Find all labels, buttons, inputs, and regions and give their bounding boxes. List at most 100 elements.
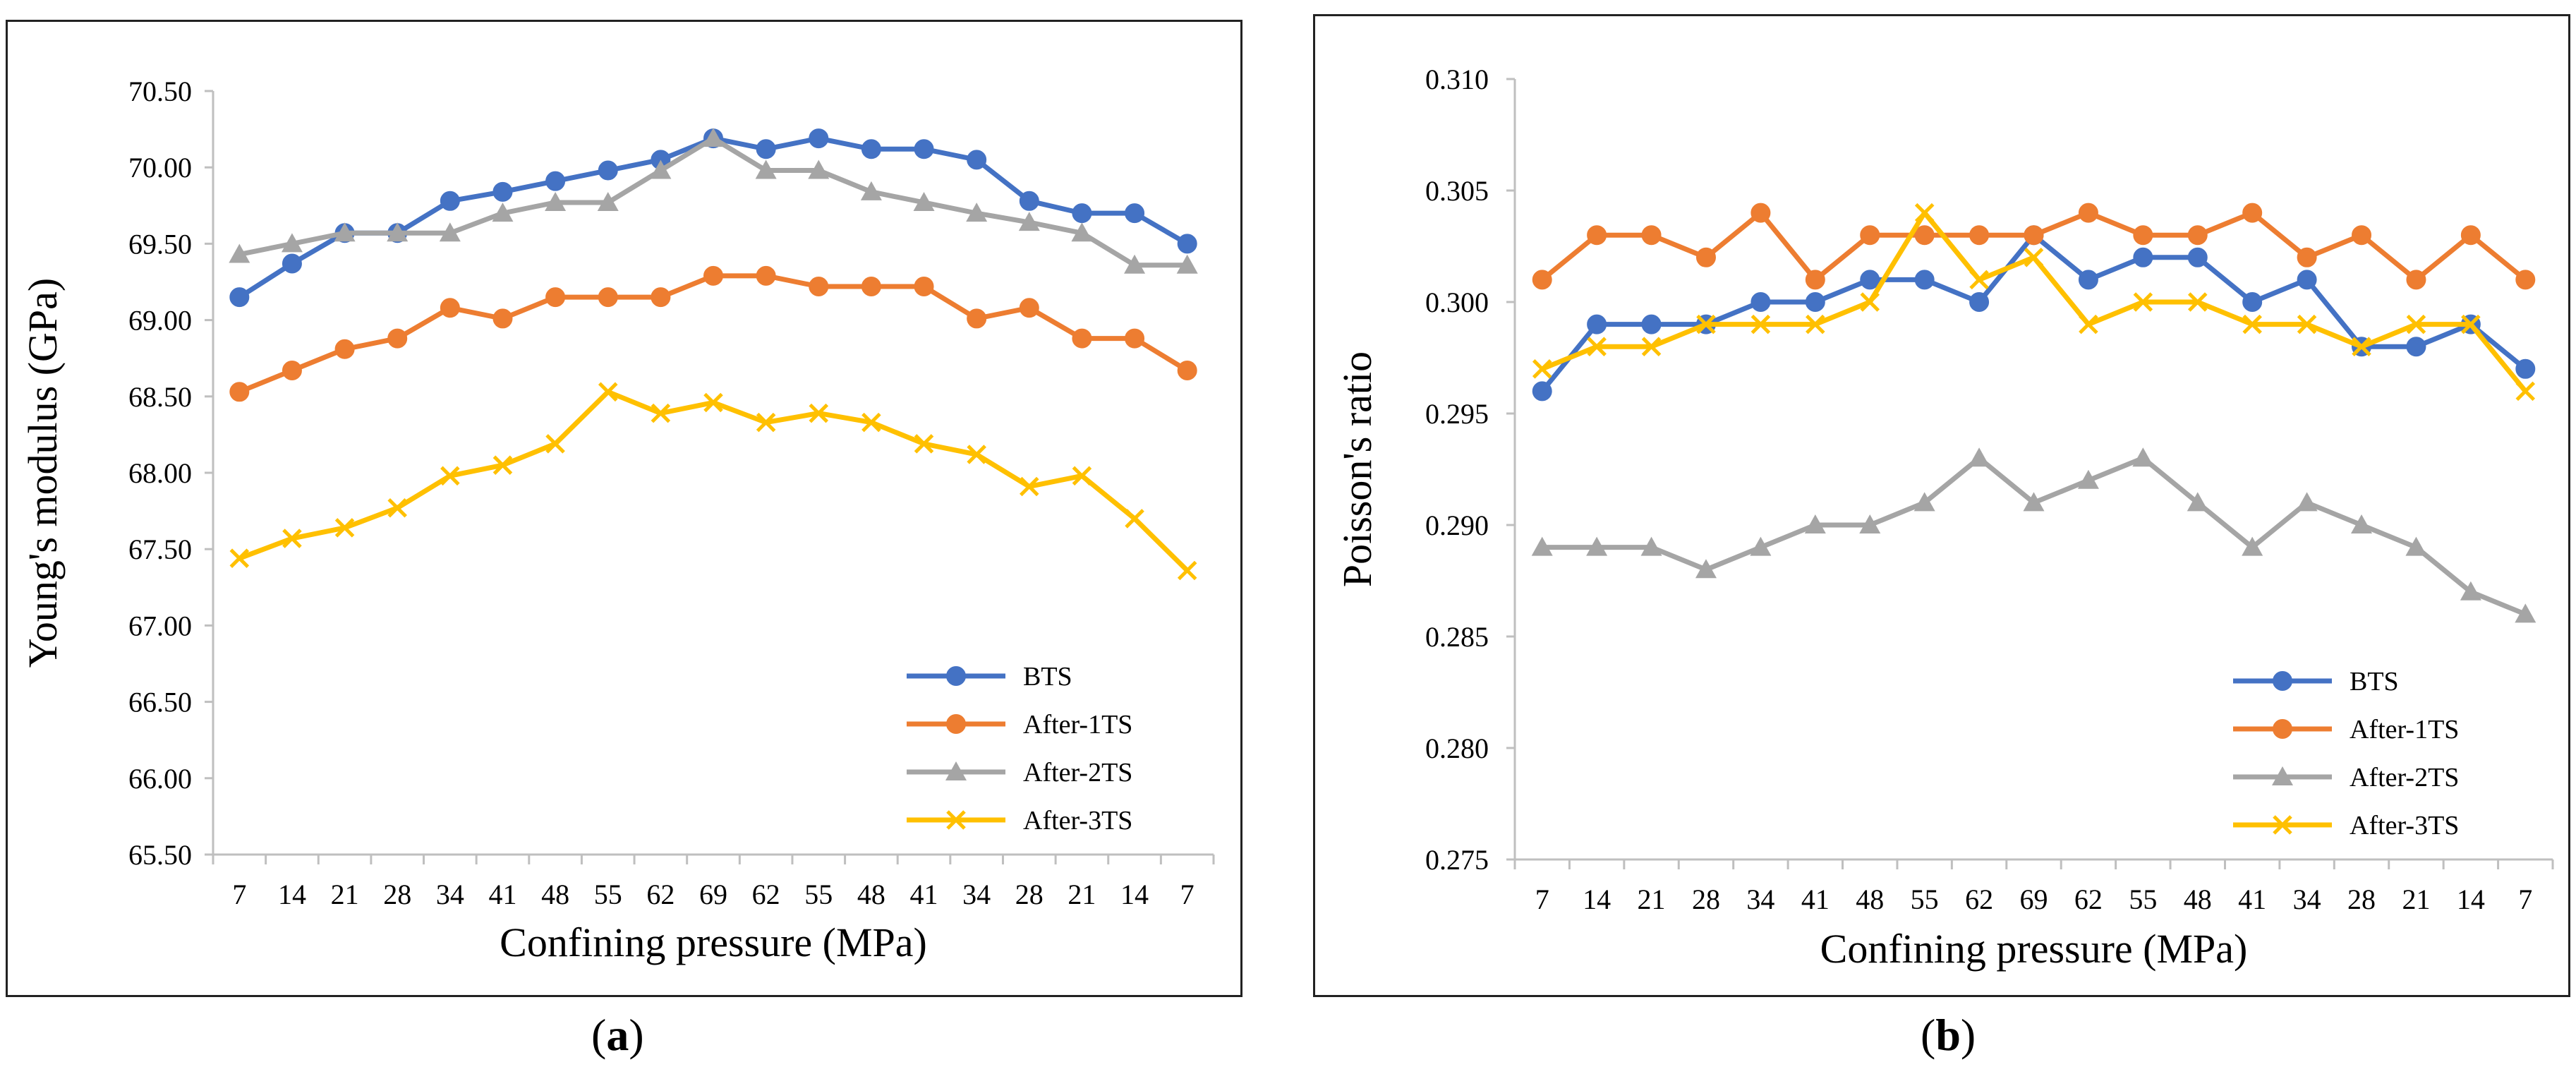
series-after-1ts-point <box>2297 247 2317 267</box>
series-after-3ts-point <box>1860 292 1880 312</box>
series-after-2ts-point <box>334 222 356 242</box>
series-after-1ts-point <box>967 308 987 329</box>
series-after-3ts <box>229 382 1197 581</box>
legend-label: After-3TS <box>1023 806 1132 835</box>
x-tick-label: 14 <box>1583 883 1611 915</box>
series-after-2ts-point <box>492 203 514 222</box>
series-after-2ts-line <box>1542 455 2527 617</box>
series-after-1ts-point <box>2024 225 2044 246</box>
series-after-3ts-point <box>1969 270 1989 290</box>
legend-label: After-2TS <box>1023 758 1132 788</box>
x-tick-label: 41 <box>488 879 516 910</box>
series-after-2ts-point <box>2132 447 2154 467</box>
series-after-3ts-point <box>914 434 934 454</box>
x-tick-label: 55 <box>1911 883 1939 915</box>
y-tick-label: 0.290 <box>1425 509 1489 541</box>
series-after-2ts-point <box>2351 514 2373 533</box>
series-bts-point <box>1072 203 1092 224</box>
legend-point <box>2273 671 2292 691</box>
series-bts-point <box>756 139 776 159</box>
y-tick-label: 70.50 <box>128 76 192 107</box>
series-bts-point <box>809 128 829 149</box>
x-axis-title: Confining pressure (MPa) <box>1820 926 2248 972</box>
x-tick-label: 21 <box>2402 883 2430 915</box>
series-after-2ts-point <box>913 191 935 211</box>
series-after-3ts-point <box>2297 314 2317 334</box>
series-after-1ts-point <box>1177 361 1197 381</box>
legend-point <box>946 666 966 686</box>
series-after-2ts-point <box>650 159 672 179</box>
legend: BTS After-1TS After-2TS After-3TS <box>2233 667 2459 840</box>
series-after-1ts-point <box>1587 225 1607 246</box>
series-after-1ts-point <box>1969 225 1990 246</box>
series-after-3ts-point <box>2461 314 2481 334</box>
series-after-2ts-line <box>238 135 1187 268</box>
series-after-3ts <box>1532 203 2536 402</box>
series-bts-point <box>1969 292 1990 312</box>
x-tick-label: 69 <box>2020 883 2048 915</box>
series-after-2ts-point <box>1071 222 1093 242</box>
series-after-3ts-point <box>1177 560 1197 581</box>
series-after-1ts-point <box>703 265 723 286</box>
y-tick-label: 67.50 <box>128 533 192 565</box>
series-bts-point <box>861 139 881 159</box>
x-tick-label: 62 <box>2074 883 2103 915</box>
x-tick-label: 7 <box>2518 883 2532 915</box>
series-bts-point <box>1641 314 1662 334</box>
panel-label-letter: b <box>1935 1010 1961 1060</box>
x-tick-label: 28 <box>1692 883 1720 915</box>
series-after-3ts-point <box>2242 314 2262 334</box>
series-bts-point <box>1750 292 1771 312</box>
series-bts-point <box>2406 337 2426 357</box>
x-tick-label: 7 <box>232 879 246 910</box>
series-after-3ts-point <box>756 412 776 433</box>
y-tick-label: 66.50 <box>128 687 192 718</box>
legend-label: BTS <box>1023 662 1072 692</box>
series-bts-point <box>1177 234 1197 254</box>
legend-label: After-3TS <box>2350 811 2459 840</box>
series-after-2ts-point <box>2187 492 2208 512</box>
series-after-1ts-point <box>2133 225 2153 246</box>
x-tick-label: 48 <box>1856 883 1884 915</box>
series-after-1ts-point <box>1914 225 1935 246</box>
series-after-2ts-point <box>2242 536 2263 556</box>
y-tick-label: 67.00 <box>128 610 192 641</box>
series-bts-point <box>2187 247 2208 267</box>
series-bts-point <box>545 171 566 191</box>
y-axis-title: Young's modulus (GPa) <box>20 278 66 668</box>
series-bts-point <box>229 287 250 308</box>
panel-label-letter: a <box>606 1010 629 1060</box>
x-tick-label: 55 <box>804 879 833 910</box>
y-tick-label: 0.285 <box>1425 621 1489 653</box>
series-after-1ts-point <box>2242 203 2263 223</box>
series-after-3ts-point <box>2079 314 2098 334</box>
series-after-1ts-point <box>2352 225 2372 246</box>
series-after-3ts-point <box>2187 292 2208 312</box>
series-after-1ts-point <box>1860 225 1880 246</box>
series-after-3ts-point <box>1806 314 1825 334</box>
x-tick-label: 48 <box>2184 883 2212 915</box>
series-after-1ts-point <box>2460 225 2481 246</box>
series-after-2ts-point <box>703 128 724 147</box>
x-tick-label: 21 <box>331 879 359 910</box>
chart-panel-a <box>6 20 1242 997</box>
x-tick-label: 34 <box>1746 883 1774 915</box>
series-after-2ts-point <box>1804 514 1826 533</box>
series-after-2ts-point <box>1124 254 1146 274</box>
series-bts-point <box>2515 358 2536 379</box>
chart-panel-b <box>1313 14 2570 997</box>
series-after-1ts-point <box>651 287 671 308</box>
y-tick-label: 0.275 <box>1425 844 1489 876</box>
series-bts-point <box>2242 292 2263 312</box>
series-after-1ts-line <box>238 273 1189 394</box>
x-tick-label: 34 <box>962 879 991 910</box>
series-after-2ts-point <box>439 222 461 242</box>
x-tick-label: 28 <box>2347 883 2376 915</box>
series-bts-point <box>2133 247 2153 267</box>
series-after-3ts-point <box>387 498 407 518</box>
series-after-2ts-point <box>2515 603 2536 623</box>
x-tick-label: 41 <box>910 879 938 910</box>
x-tick-label: 69 <box>699 879 727 910</box>
series-after-3ts-point <box>1914 203 1935 223</box>
series-after-2ts-point <box>387 222 409 242</box>
